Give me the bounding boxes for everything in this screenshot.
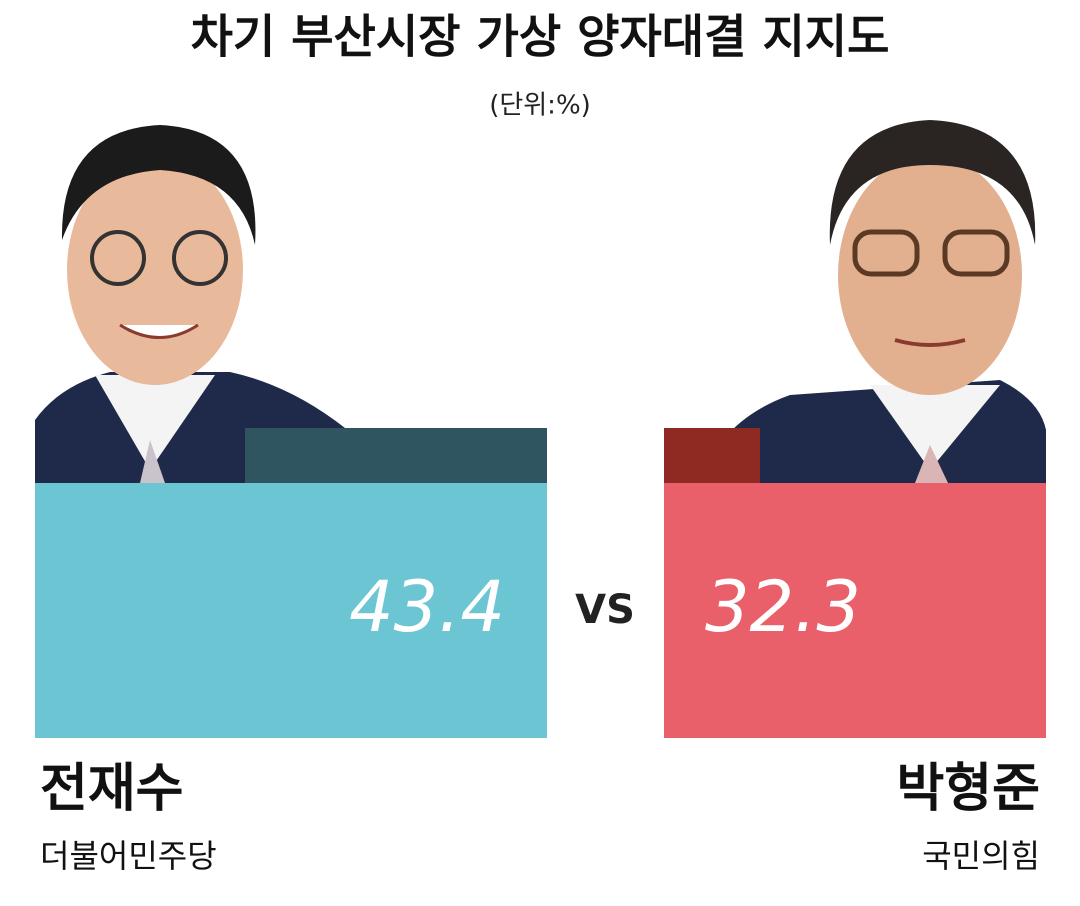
party: 더불어민주당 bbox=[40, 837, 217, 875]
accent-strip bbox=[664, 428, 760, 483]
portrait bbox=[700, 120, 1046, 483]
versus: VS bbox=[575, 587, 635, 633]
candidate-name: 전재수 bbox=[40, 759, 184, 819]
accent-strip bbox=[245, 428, 547, 483]
value: 43.4 bbox=[349, 566, 505, 648]
party: 국민의힘 bbox=[922, 837, 1040, 875]
panel bbox=[35, 483, 547, 738]
portrait bbox=[35, 125, 345, 483]
unit: (단위:%) bbox=[489, 91, 591, 121]
candidate-name: 박형준 bbox=[896, 759, 1040, 819]
title: 차기 부산시장 가상 양자대결 지지도 bbox=[191, 10, 890, 64]
value: 32.3 bbox=[705, 566, 861, 648]
panel bbox=[664, 483, 1046, 738]
